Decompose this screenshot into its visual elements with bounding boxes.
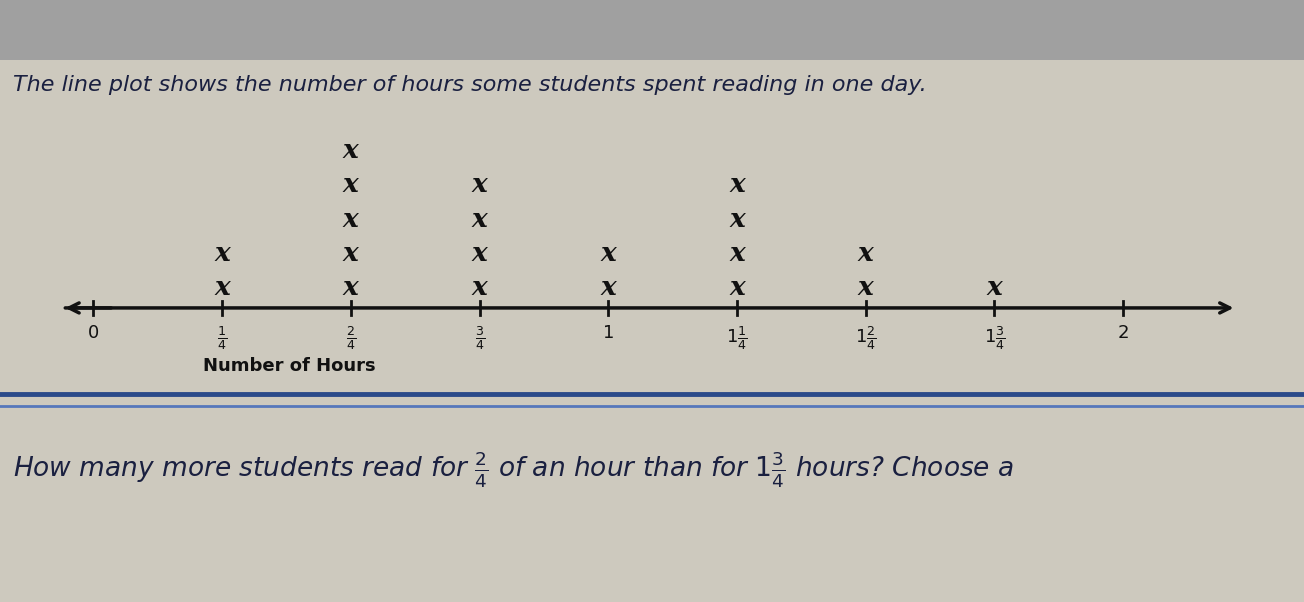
Text: The line plot shows the number of hours some students spent reading in one day.: The line plot shows the number of hours … (13, 75, 927, 95)
Text: x: x (343, 138, 359, 163)
Text: x: x (600, 241, 615, 266)
Text: $0$: $0$ (87, 324, 99, 343)
Text: x: x (343, 241, 359, 266)
Text: x: x (214, 276, 230, 300)
Text: x: x (987, 276, 1003, 300)
Text: x: x (343, 172, 359, 197)
Text: x: x (858, 276, 874, 300)
Text: x: x (472, 276, 488, 300)
Text: Number of Hours: Number of Hours (202, 357, 376, 375)
Text: x: x (729, 241, 745, 266)
Text: How many more students read for $\frac{2}{4}$ of an hour than for $1\frac{3}{4}$: How many more students read for $\frac{2… (13, 450, 1015, 489)
Text: x: x (343, 276, 359, 300)
Text: x: x (472, 172, 488, 197)
Text: x: x (729, 206, 745, 232)
Text: x: x (729, 172, 745, 197)
Text: x: x (600, 276, 615, 300)
Text: x: x (214, 241, 230, 266)
Text: x: x (472, 241, 488, 266)
Text: x: x (729, 276, 745, 300)
Text: x: x (858, 241, 874, 266)
Text: $1\frac{1}{4}$: $1\frac{1}{4}$ (726, 324, 747, 352)
Text: $2$: $2$ (1118, 324, 1129, 343)
Text: x: x (472, 206, 488, 232)
Text: $1\frac{3}{4}$: $1\frac{3}{4}$ (983, 324, 1005, 352)
Text: $\frac{2}{4}$: $\frac{2}{4}$ (346, 324, 356, 352)
Text: x: x (343, 206, 359, 232)
Text: $1\frac{2}{4}$: $1\frac{2}{4}$ (855, 324, 876, 352)
Text: $1$: $1$ (602, 324, 614, 343)
Text: $\frac{3}{4}$: $\frac{3}{4}$ (475, 324, 485, 352)
Text: $\frac{1}{4}$: $\frac{1}{4}$ (216, 324, 227, 352)
